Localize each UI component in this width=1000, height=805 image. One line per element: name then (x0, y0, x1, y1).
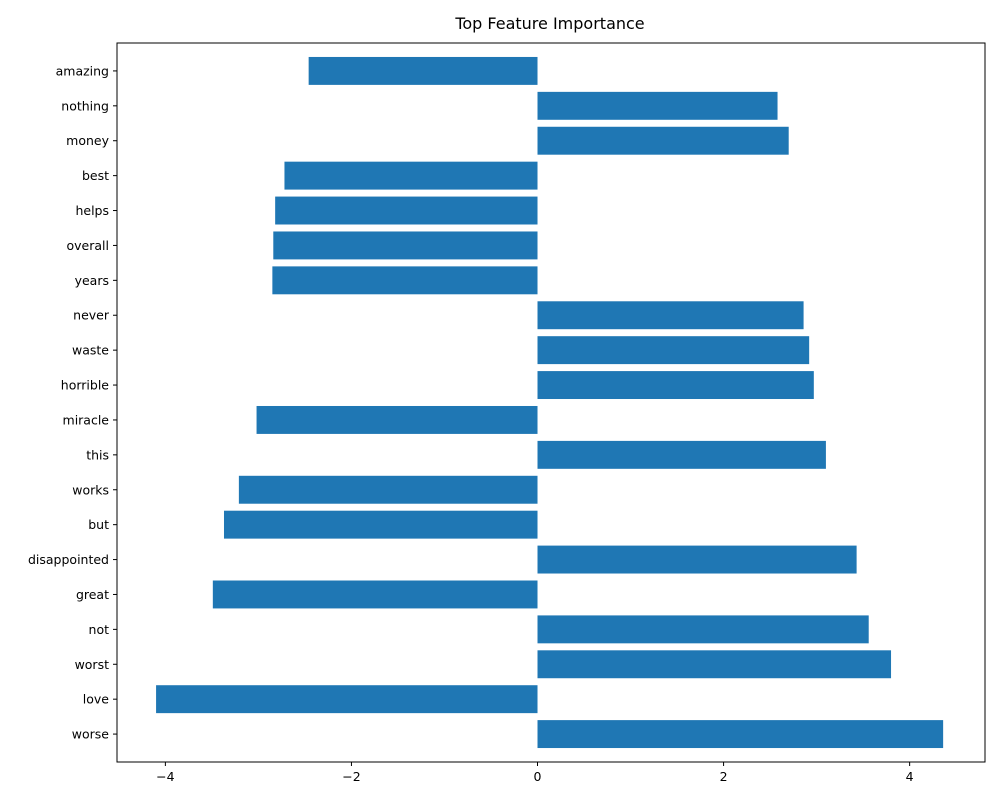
bar-helps (275, 196, 538, 225)
bar-not (537, 615, 869, 644)
y-tick-label: never (73, 308, 110, 323)
x-tick-label: −4 (156, 769, 174, 784)
y-tick-label: best (82, 168, 109, 183)
x-tick-label: 4 (906, 769, 914, 784)
bar-years (272, 266, 538, 295)
bar-best (284, 161, 538, 190)
bar-worst (537, 650, 892, 679)
bar-amazing (308, 56, 538, 85)
bars-group (156, 56, 944, 749)
bar-never (537, 301, 804, 330)
bar-disappointed (537, 545, 857, 574)
bar-overall (273, 231, 538, 260)
x-tick-label: 0 (534, 769, 542, 784)
y-tick-label: miracle (63, 412, 110, 427)
bar-this (537, 440, 826, 469)
bar-but (223, 510, 538, 539)
y-tick-label: but (88, 517, 109, 532)
y-tick-label: money (66, 133, 109, 148)
x-axis-ticks: −4 −2 0 2 4 (156, 762, 914, 784)
y-tick-label: helps (75, 203, 109, 218)
y-tick-label: waste (72, 343, 109, 358)
y-tick-label: great (76, 587, 109, 602)
y-tick-label: horrible (61, 378, 110, 393)
bar-great (212, 580, 538, 609)
bar-money (537, 126, 789, 155)
plot-area-frame (116, 42, 986, 763)
x-tick-label: −2 (342, 769, 360, 784)
bar-love (156, 685, 538, 714)
y-tick-label: overall (67, 238, 109, 253)
y-tick-label: worse (72, 727, 110, 742)
y-tick-label: not (89, 622, 110, 637)
chart-title: Top Feature Importance (454, 14, 644, 33)
bar-miracle (256, 405, 538, 434)
bar-nothing (537, 91, 778, 120)
y-tick-label: love (83, 692, 110, 707)
y-tick-label: disappointed (28, 552, 109, 567)
y-tick-label: works (72, 482, 109, 497)
bar-waste (537, 336, 810, 365)
bar-works (238, 475, 538, 504)
x-tick-label: 2 (720, 769, 728, 784)
y-tick-label: amazing (56, 63, 109, 78)
y-axis-ticks: worse love worst not great disappointed but wor… (28, 63, 117, 742)
y-tick-label: years (75, 273, 109, 288)
y-tick-label: worst (75, 657, 110, 672)
bar-horrible (537, 371, 814, 400)
y-tick-label: nothing (61, 98, 109, 113)
bar-worse (537, 720, 944, 749)
y-tick-label: this (86, 447, 109, 462)
